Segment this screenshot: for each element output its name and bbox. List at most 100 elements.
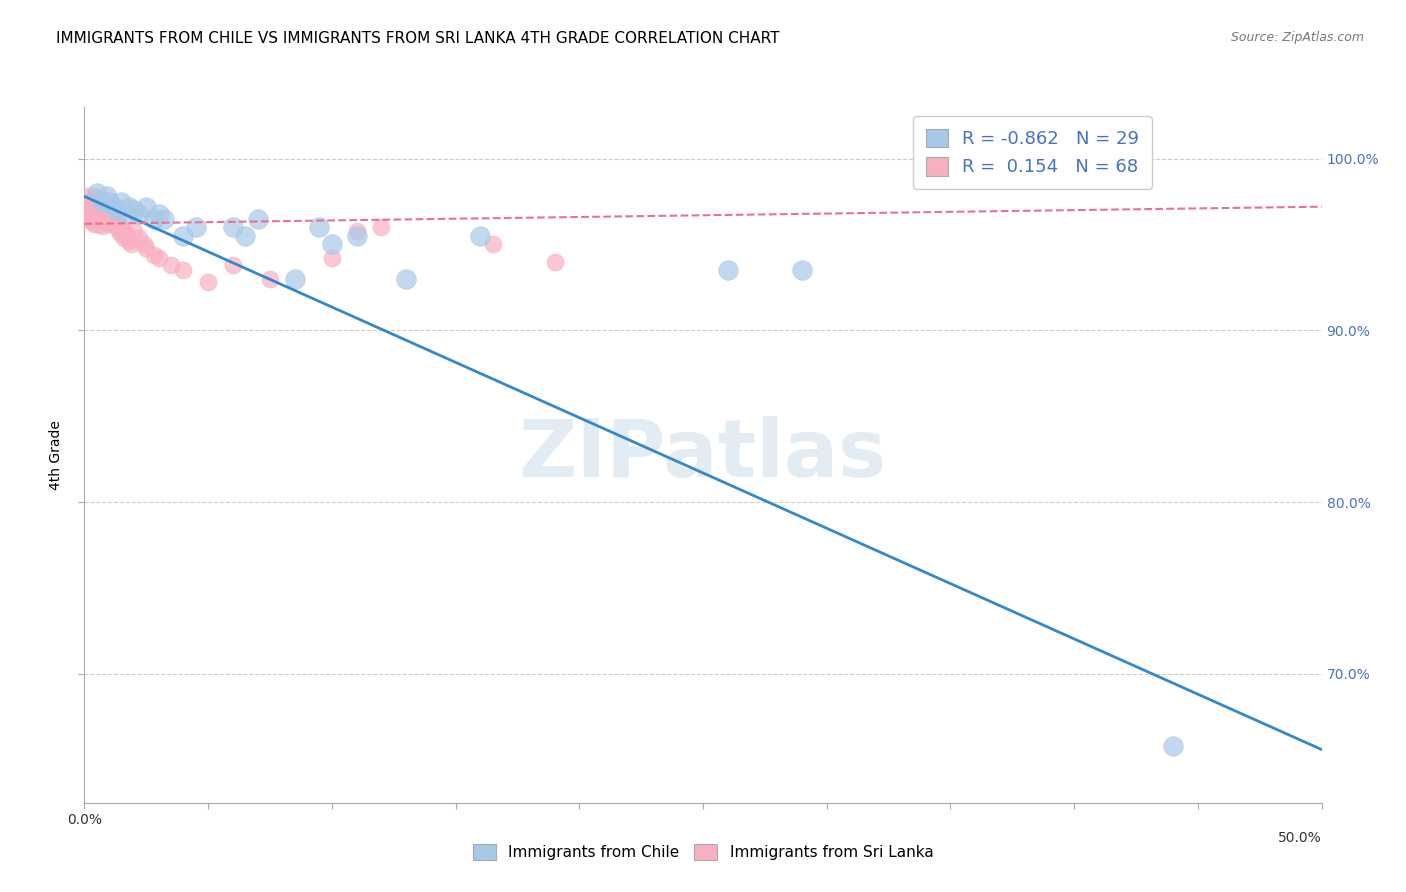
Point [246, 211, 269, 226]
Point [96, 215, 118, 229]
Point [96, 208, 118, 222]
Point [90, 211, 112, 226]
Point [89, 203, 111, 218]
Point [128, 206, 150, 220]
Point [259, 272, 281, 286]
Point [148, 251, 170, 265]
Point [110, 220, 132, 235]
Point [90, 194, 112, 209]
Point [1161, 739, 1184, 753]
Point [80, 215, 103, 229]
Point [105, 213, 128, 227]
Point [89, 217, 111, 231]
Point [93, 206, 115, 220]
Point [118, 234, 141, 248]
Point [222, 258, 245, 272]
Point [308, 220, 330, 235]
Point [233, 228, 256, 243]
Point [135, 241, 157, 255]
Point [100, 213, 122, 227]
Point [110, 194, 132, 209]
Point [481, 237, 503, 252]
Point [543, 254, 565, 268]
Point [118, 200, 141, 214]
Point [76, 203, 98, 218]
Point [79, 206, 101, 220]
Point [122, 224, 145, 238]
Point [79, 194, 101, 209]
Point [346, 228, 368, 243]
Point [717, 263, 740, 277]
Point [76, 194, 98, 209]
Legend: Immigrants from Chile, Immigrants from Sri Lanka: Immigrants from Chile, Immigrants from S… [467, 838, 939, 866]
Point [89, 196, 111, 211]
Point [112, 224, 135, 238]
Point [86, 200, 108, 214]
Point [115, 227, 138, 242]
Point [172, 263, 194, 277]
Point [86, 206, 108, 220]
Point [103, 217, 125, 231]
Text: Source: ZipAtlas.com: Source: ZipAtlas.com [1230, 31, 1364, 45]
Point [76, 189, 98, 203]
Point [148, 206, 170, 220]
Point [115, 206, 138, 220]
Legend: R = -0.862   N = 29, R =  0.154   N = 68: R = -0.862 N = 29, R = 0.154 N = 68 [914, 116, 1152, 189]
Point [98, 194, 121, 209]
Point [83, 217, 105, 231]
Point [395, 272, 418, 286]
Point [90, 204, 112, 219]
Point [197, 275, 219, 289]
Point [132, 237, 155, 252]
Point [284, 272, 307, 286]
Point [83, 210, 105, 224]
Point [135, 200, 157, 214]
Point [100, 206, 122, 220]
Point [98, 217, 121, 231]
Point [79, 200, 101, 214]
Point [83, 196, 105, 211]
Y-axis label: 4th Grade: 4th Grade [49, 420, 63, 490]
Point [86, 193, 108, 207]
Point [321, 237, 343, 252]
Point [86, 186, 108, 200]
Text: 50.0%: 50.0% [1278, 830, 1322, 845]
Point [89, 210, 111, 224]
Point [96, 202, 118, 216]
Point [93, 200, 115, 214]
Point [83, 203, 105, 218]
Point [103, 200, 125, 214]
Point [98, 203, 121, 218]
Point [142, 211, 165, 226]
Point [142, 248, 165, 262]
Point [346, 224, 368, 238]
Point [80, 206, 103, 220]
Text: ZIPatlas: ZIPatlas [519, 416, 887, 494]
Point [79, 211, 101, 226]
Point [108, 217, 131, 231]
Point [321, 251, 343, 265]
Point [86, 213, 108, 227]
Point [120, 237, 142, 252]
Point [790, 263, 813, 277]
Point [122, 203, 145, 218]
Point [105, 203, 128, 218]
Point [470, 228, 492, 243]
Point [93, 213, 115, 227]
Point [98, 210, 121, 224]
Point [90, 198, 112, 212]
Point [105, 220, 128, 235]
Point [184, 220, 207, 235]
Point [112, 230, 135, 244]
Point [80, 200, 103, 214]
Point [90, 219, 112, 233]
Point [370, 220, 392, 235]
Point [172, 228, 194, 243]
Point [80, 194, 103, 209]
Point [222, 220, 245, 235]
Point [108, 224, 131, 238]
Point [110, 227, 132, 242]
Point [83, 189, 105, 203]
Point [160, 258, 183, 272]
Point [128, 230, 150, 244]
